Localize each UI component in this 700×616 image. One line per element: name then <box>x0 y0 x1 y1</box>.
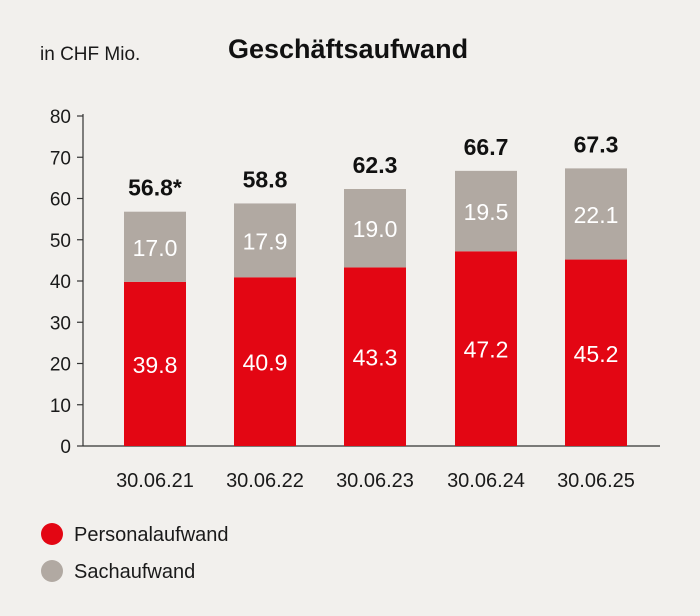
legend-label: Sachaufwand <box>74 561 195 583</box>
bar-segment-personalaufwand <box>344 267 406 446</box>
bar-total-label: 62.3 <box>353 152 398 178</box>
x-tick-label: 30.06.24 <box>447 470 525 492</box>
bar-segment-label: 17.0 <box>133 235 178 261</box>
bar-segment-label: 40.9 <box>243 350 288 376</box>
bar-segment-label: 39.8 <box>133 352 178 378</box>
bar-segment-personalaufwand <box>234 277 296 446</box>
bar-total-label: 67.3 <box>574 131 619 157</box>
bar-segment-label: 45.2 <box>574 341 619 367</box>
x-tick-label: 30.06.22 <box>226 470 304 492</box>
legend-swatch-personalaufwand <box>41 523 63 545</box>
bar-segment-personalaufwand <box>124 281 186 446</box>
bar-segment-personalaufwand <box>565 259 627 446</box>
bar-segment-label: 19.5 <box>464 199 509 225</box>
bar-segment-label: 22.1 <box>574 202 619 228</box>
y-tick-label: 10 <box>50 396 71 417</box>
bar-segment-sachaufwand <box>455 170 517 252</box>
y-tick-label: 50 <box>50 231 71 252</box>
bar-segment-sachaufwand <box>234 203 296 278</box>
x-tick-label: 30.06.21 <box>116 470 194 492</box>
bar-segment-sachaufwand <box>344 189 406 268</box>
y-tick-label: 0 <box>60 437 71 458</box>
unit-label: in CHF Mio. <box>40 44 140 65</box>
y-tick-label: 40 <box>50 272 71 293</box>
y-tick-label: 80 <box>50 107 71 128</box>
x-tick-label: 30.06.25 <box>557 470 635 492</box>
legend-label: Personalaufwand <box>74 524 229 546</box>
legend-swatch-sachaufwand <box>41 560 63 582</box>
x-tick-label: 30.06.23 <box>336 470 414 492</box>
bar-segment-sachaufwand <box>565 168 627 260</box>
chart-title: Geschäftsaufwand <box>228 34 468 64</box>
bar-total-label: 56.8* <box>128 175 182 201</box>
bar-segment-label: 19.0 <box>353 216 398 242</box>
bar-total-label: 58.8 <box>243 166 288 192</box>
bar-total-label: 66.7 <box>464 134 509 160</box>
bar-segment-label: 43.3 <box>353 345 398 371</box>
y-tick-label: 20 <box>50 355 71 376</box>
bar-segment-label: 47.2 <box>464 337 509 363</box>
y-tick-label: 30 <box>50 313 71 334</box>
y-tick-label: 60 <box>50 190 71 211</box>
bar-segment-sachaufwand <box>124 211 186 282</box>
bar-segment-personalaufwand <box>455 251 517 446</box>
y-tick-label: 70 <box>50 148 71 169</box>
bar-segment-label: 17.9 <box>243 228 288 254</box>
